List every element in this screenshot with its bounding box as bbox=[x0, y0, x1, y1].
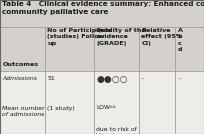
Text: 51: 51 bbox=[47, 76, 55, 81]
Text: ●●○○: ●●○○ bbox=[96, 75, 128, 84]
Text: No of Participants
(studies) Follow
up: No of Participants (studies) Follow up bbox=[47, 28, 112, 46]
Bar bbox=[139, 27, 175, 71]
Text: (1 study): (1 study) bbox=[47, 106, 75, 111]
Bar bbox=[94, 71, 139, 134]
Text: –: – bbox=[141, 76, 144, 81]
Text: Relative
effect (95%
CI): Relative effect (95% CI) bbox=[141, 28, 182, 46]
Bar bbox=[0, 0, 204, 27]
Bar bbox=[94, 27, 139, 71]
Text: LOW: LOW bbox=[96, 105, 110, 109]
Text: Admissions: Admissions bbox=[2, 76, 38, 81]
Bar bbox=[175, 27, 204, 71]
Text: Mean number
of admissions: Mean number of admissions bbox=[2, 106, 45, 117]
Bar bbox=[0, 71, 45, 134]
Text: Table 4   Clinical evidence summary: Enhanced community
community palliative car: Table 4 Clinical evidence summary: Enhan… bbox=[2, 1, 204, 15]
Bar bbox=[45, 71, 94, 134]
Text: due to risk of
bias, imprecision: due to risk of bias, imprecision bbox=[96, 127, 149, 134]
Text: –: – bbox=[178, 76, 181, 81]
Bar bbox=[0, 27, 45, 71]
Text: A
b
c
d: A b c d bbox=[178, 28, 183, 52]
Bar bbox=[139, 71, 175, 134]
Bar bbox=[45, 27, 94, 71]
Text: Outcomes: Outcomes bbox=[2, 62, 39, 67]
Text: Quality of the
evidence
(GRADE): Quality of the evidence (GRADE) bbox=[96, 28, 146, 46]
Bar bbox=[175, 71, 204, 134]
Text: a,b: a,b bbox=[110, 105, 116, 109]
